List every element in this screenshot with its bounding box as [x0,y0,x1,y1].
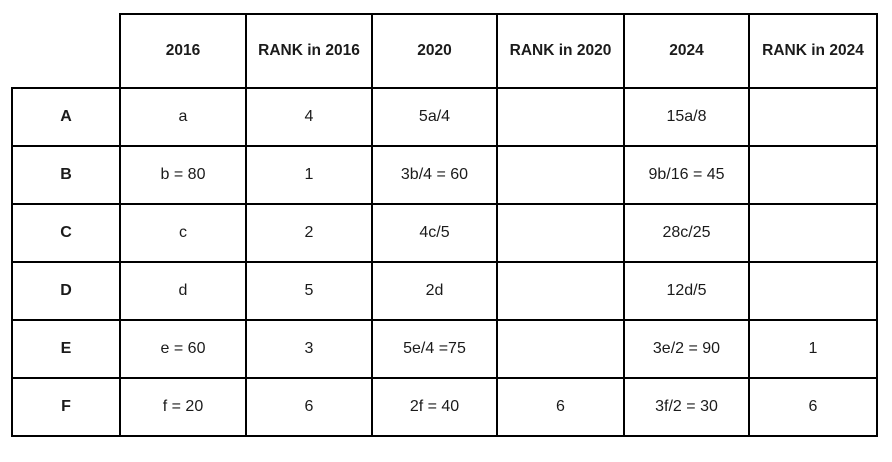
data-cell: 3f/2 = 30 [623,377,750,437]
data-cell: c [119,203,247,263]
row-label-cell: C [11,203,121,263]
data-cell: 3 [245,319,373,379]
data-cell: 3b/4 = 60 [371,145,498,205]
data-cell: 5e/4 =75 [371,319,498,379]
table-row-d: D d 5 2d 12d/5 [11,261,878,321]
data-cell [496,261,625,321]
data-cell: 3e/2 = 90 [623,319,750,379]
row-label-cell: F [11,377,121,437]
column-header-2016: 2016 [119,13,247,89]
data-cell [748,261,878,321]
row-label-cell: A [11,87,121,147]
data-cell: d [119,261,247,321]
data-cell [748,87,878,147]
column-header-2020: 2020 [371,13,498,89]
column-header-rank-2020: RANK in 2020 [496,13,625,89]
data-cell: 12d/5 [623,261,750,321]
row-label-cell: B [11,145,121,205]
data-cell: 1 [245,145,373,205]
row-label-cell: E [11,319,121,379]
data-cell: 5a/4 [371,87,498,147]
data-cell [496,87,625,147]
table-row-e: E e = 60 3 5e/4 =75 3e/2 = 90 1 [11,319,878,379]
data-cell: a [119,87,247,147]
data-cell: 2 [245,203,373,263]
table-row-f: F f = 20 6 2f = 40 6 3f/2 = 30 6 [11,377,878,437]
data-cell [496,203,625,263]
column-header-rank-2016: RANK in 2016 [245,13,373,89]
data-cell: 2f = 40 [371,377,498,437]
data-cell [496,145,625,205]
data-cell: f = 20 [119,377,247,437]
data-cell [748,145,878,205]
rank-table-container: 2016 RANK in 2016 2020 RANK in 2020 2024… [11,13,878,437]
table-row-a: A a 4 5a/4 15a/8 [11,87,878,147]
data-cell [748,203,878,263]
table-row-b: B b = 80 1 3b/4 = 60 9b/16 = 45 [11,145,878,205]
data-cell: 4c/5 [371,203,498,263]
corner-cell [12,14,120,88]
data-cell: 5 [245,261,373,321]
rank-table: 2016 RANK in 2016 2020 RANK in 2020 2024… [11,13,878,437]
data-cell [496,319,625,379]
column-header-rank-2024: RANK in 2024 [748,13,878,89]
data-cell: 2d [371,261,498,321]
data-cell: 6 [496,377,625,437]
data-cell: 6 [245,377,373,437]
data-cell: 28c/25 [623,203,750,263]
data-cell: e = 60 [119,319,247,379]
data-cell: b = 80 [119,145,247,205]
data-cell: 6 [748,377,878,437]
data-cell: 1 [748,319,878,379]
table-header-row: 2016 RANK in 2016 2020 RANK in 2020 2024… [12,13,878,89]
data-cell: 9b/16 = 45 [623,145,750,205]
table-row-c: C c 2 4c/5 28c/25 [11,203,878,263]
data-cell: 15a/8 [623,87,750,147]
column-header-2024: 2024 [623,13,750,89]
row-label-cell: D [11,261,121,321]
data-cell: 4 [245,87,373,147]
